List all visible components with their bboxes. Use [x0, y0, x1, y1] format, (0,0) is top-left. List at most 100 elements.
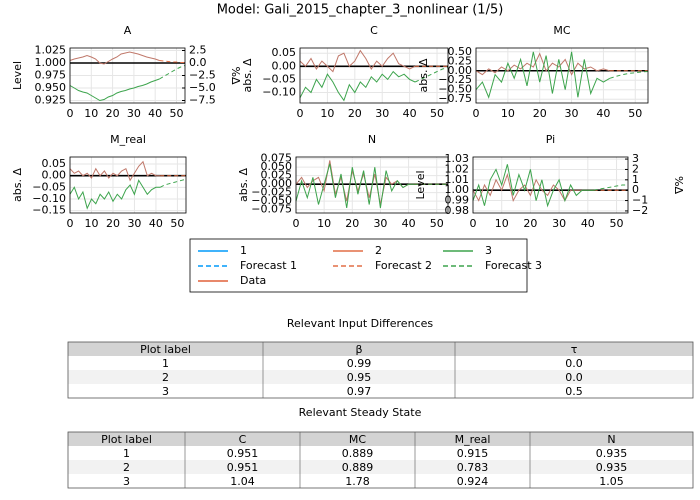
table-cell: 0.5 [565, 385, 583, 398]
chart-title: M_real [110, 133, 146, 146]
legend-label: 1 [240, 244, 247, 257]
y-axis-label: abs. Δ [417, 58, 430, 92]
x-tick-label: 50 [430, 107, 444, 120]
series-line [69, 51, 160, 65]
table-header-bg [68, 432, 693, 446]
x-tick-label: 50 [628, 107, 642, 120]
table-cell: 0.889 [342, 447, 374, 460]
series-line [69, 160, 161, 182]
x-tick-label: 0 [297, 107, 304, 120]
chart-title: MC [553, 24, 570, 37]
table-frame [67, 341, 694, 399]
series-line [475, 52, 610, 76]
x-tick-label: 40 [581, 217, 595, 230]
y-tick-label: 1.025 [35, 44, 67, 57]
y-tick-label: 0.99 [445, 194, 470, 207]
forecast-line [159, 65, 186, 80]
x-tick-label: 0 [67, 217, 74, 230]
plot-frame [69, 47, 186, 104]
y-tick-label: 0.98 [445, 204, 470, 217]
y-tick-label: −0.10 [32, 192, 66, 205]
table-cell: 0.95 [347, 371, 372, 384]
table-cell: 0.99 [347, 357, 372, 370]
plot-frame [475, 47, 649, 104]
x-tick-label: 0 [470, 217, 477, 230]
x-tick-label: 20 [523, 217, 537, 230]
table-title: Relevant Steady State [299, 406, 422, 419]
y-tick-label: 1.01 [445, 173, 470, 186]
x-tick-label: 40 [148, 107, 162, 120]
y-axis-label: Level [11, 61, 24, 90]
table-cell: 2 [123, 461, 130, 474]
series-line [69, 78, 160, 102]
x-tick-label: 30 [552, 217, 566, 230]
table-cell: 0.97 [347, 385, 372, 398]
y2-tick-label: −5.0 [189, 81, 216, 94]
y-tick-label: 0.025 [261, 169, 293, 182]
x-tick-label: 40 [149, 217, 163, 230]
legend-label: Forecast 2 [375, 259, 432, 272]
x-tick-label: 50 [610, 217, 624, 230]
x-tick-label: 20 [533, 107, 547, 120]
y-tick-label: −0.05 [32, 180, 66, 193]
y-tick-label: −0.10 [262, 86, 296, 99]
legend-label: Data [240, 274, 266, 287]
y2-tick-label: −2 [632, 204, 648, 217]
x-tick-label: 40 [403, 107, 417, 120]
table-header-bg [68, 342, 693, 356]
figure-title: Model: Gali_2015_chapter_3_nonlinear (1/… [217, 3, 504, 18]
y-tick-label: 0.05 [42, 157, 67, 170]
chart-title: Pi [546, 133, 555, 146]
table-header: Plot label [101, 433, 152, 446]
legend-label: 3 [485, 244, 492, 257]
table-cell: 1.78 [345, 475, 370, 488]
series-line [69, 179, 161, 210]
table-title: Relevant Input Differences [287, 317, 433, 330]
table-cell: 0.924 [457, 475, 489, 488]
legend-label: Forecast 1 [240, 259, 297, 272]
table-cell: 1.05 [599, 475, 624, 488]
y-tick-label: 0.075 [261, 152, 293, 165]
table-cell: 0.889 [342, 461, 374, 474]
plot-frame [295, 156, 449, 214]
table-cell: 0.935 [596, 461, 628, 474]
x-tick-label: 0 [293, 217, 300, 230]
y-tick-label: 0.00 [42, 169, 67, 182]
table-header: τ [571, 343, 578, 356]
x-tick-label: 40 [402, 217, 416, 230]
y-tick-label: 0.25 [448, 54, 473, 67]
y-tick-label: 0.50 [448, 45, 473, 58]
y-tick-label: −0.15 [32, 204, 66, 217]
y2-tick-label: 3 [632, 152, 639, 165]
y-tick-label: −0.075 [251, 203, 292, 216]
y2-tick-label: 0.0 [189, 56, 207, 69]
y-tick-label: 1.02 [445, 162, 470, 175]
x-tick-label: 10 [320, 107, 334, 120]
x-tick-label: 20 [345, 217, 359, 230]
table-cell: 0.935 [596, 447, 628, 460]
y-axis-label: abs. Δ [241, 58, 254, 92]
y2-tick-label: 0 [632, 183, 639, 196]
y-tick-label: 0.00 [272, 59, 297, 72]
table-row-bg [68, 460, 693, 474]
y-tick-label: −0.050 [251, 194, 292, 207]
table-cell: 1.04 [230, 475, 255, 488]
y-tick-label: −0.05 [262, 72, 296, 85]
y-tick-label: 1.03 [445, 152, 470, 165]
forecast-line [159, 178, 187, 188]
x-tick-label: 20 [348, 107, 362, 120]
legend-label: 2 [375, 244, 382, 257]
forecast-line [609, 71, 649, 79]
table-frame [67, 431, 694, 489]
x-tick-label: 0 [67, 107, 74, 120]
y-tick-label: 0.925 [35, 94, 67, 107]
table-cell: 0.0 [565, 371, 583, 384]
y2-tick-label: 2.5 [189, 44, 207, 57]
x-tick-label: 10 [495, 217, 509, 230]
y2-tick-label: −1 [632, 194, 648, 207]
y-tick-label: 0.050 [261, 160, 293, 173]
x-tick-label: 50 [170, 217, 184, 230]
table-cell: 0.951 [227, 461, 259, 474]
x-tick-label: 50 [430, 217, 444, 230]
y-tick-label: 1.00 [445, 183, 470, 196]
